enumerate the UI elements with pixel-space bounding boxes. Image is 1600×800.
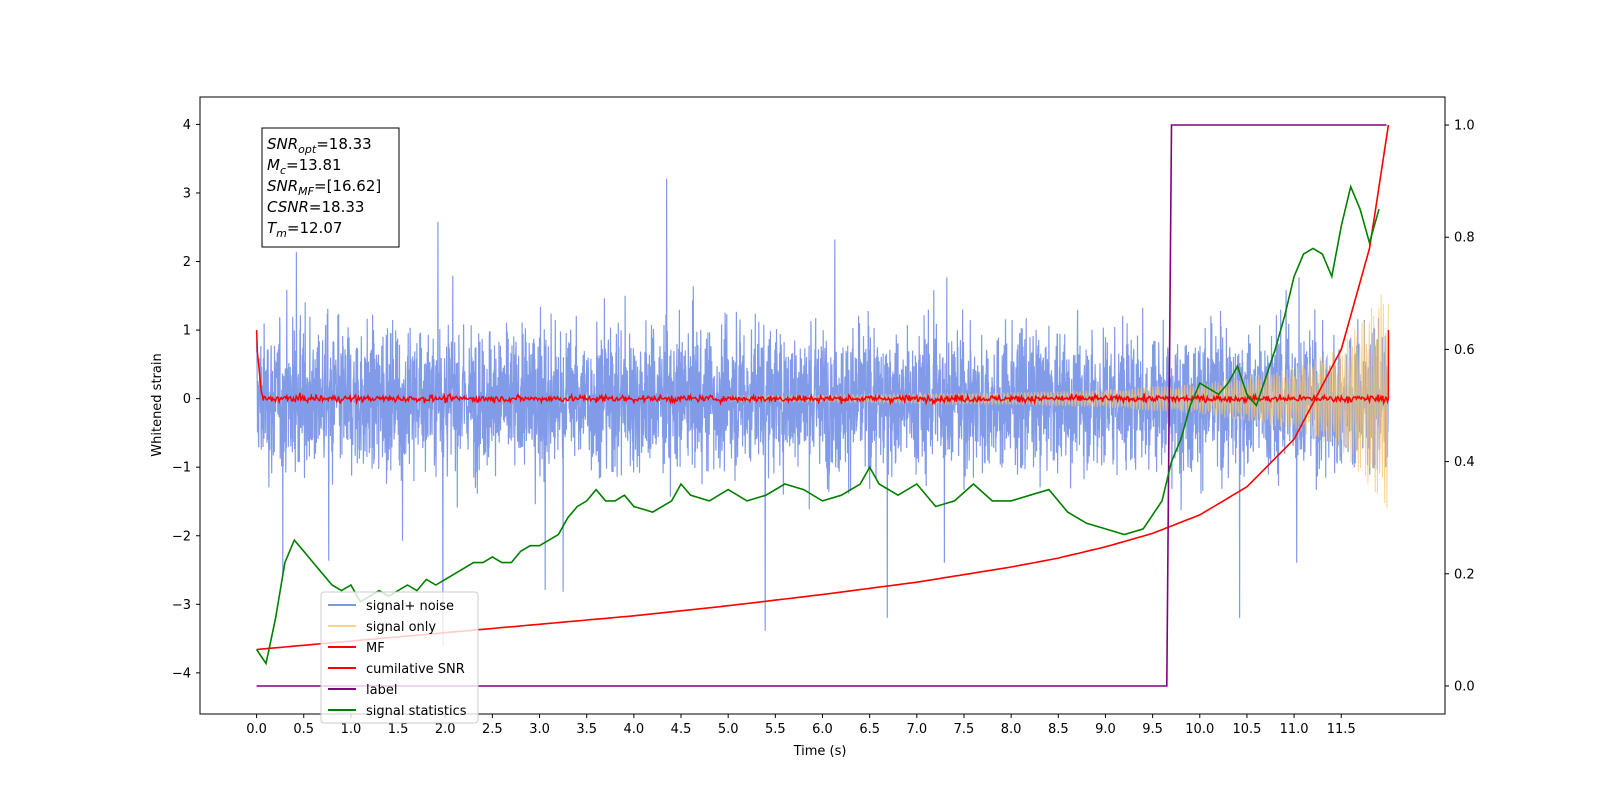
x-tick-label: 7.0 [906,722,927,737]
legend-entry: signal+ noise [366,599,454,614]
y-left-tick-label: −1 [172,461,191,476]
x-tick-label: 10.5 [1232,722,1261,737]
annotation-line: Mc=13.81 [267,156,342,177]
series-signal-plus-noise [256,178,1389,646]
legend-frame [320,591,479,724]
annotation-line: Tm=12.07 [267,219,342,240]
x-tick-label: 0.0 [246,722,267,737]
x-tick-label: 6.0 [812,722,833,737]
x-tick-label: 11.5 [1327,722,1356,737]
x-tick-label: 2.5 [482,722,503,737]
series-mf [255,330,1390,406]
y-right-tick-label: 0.2 [1454,567,1475,582]
y-left-tick-label: 0 [183,392,191,407]
y-left-tick-label: 4 [183,118,191,133]
y-right-tick-label: 0.4 [1454,455,1475,470]
y-left-tick-label: 3 [183,186,191,201]
legend-entry: MF [366,641,385,656]
annotation-line: SNRopt=18.33 [267,135,372,156]
x-tick-label: 9.5 [1142,722,1163,737]
x-tick-label: 4.0 [624,722,645,737]
legend-entry: signal only [366,620,436,635]
annotation-line: CSNR=18.33 [267,198,364,216]
x-tick-label: 1.5 [388,722,409,737]
x-tick-label: 10.0 [1185,722,1214,737]
y-left-tick-label: −2 [172,529,191,544]
y-left-tick-label: −4 [172,666,191,681]
x-axis-ticks: 0.0 0.5 1.0 1.5 2.0 2.5 3.0 3.5 4.0 4.5 5.0 5.5 6.0 6… [246,714,1356,737]
x-tick-label: 1.0 [341,722,362,737]
x-tick-label: 9.0 [1095,722,1116,737]
x-tick-label: 0.5 [293,722,314,737]
legend: signal+ noise signal only MF cumilative SNR… [320,591,479,724]
y-right-tick-label: 1.0 [1454,119,1475,134]
x-tick-label: 4.5 [671,722,692,737]
series-signal-only [727,295,1389,509]
x-tick-label: 5.5 [765,722,786,737]
x-tick-label: 7.5 [954,722,975,737]
series-label [256,124,1387,687]
x-tick-label: 3.5 [576,722,597,737]
legend-entry: cumilative SNR [366,662,465,677]
series-signal-statistics [255,184,1380,666]
y-right-tick-label: 0.6 [1454,343,1475,358]
x-tick-label: 5.0 [718,722,739,737]
y-right-tick-label: 0.0 [1454,679,1475,694]
y-axis-label: Whitened strain [150,353,165,456]
x-tick-label: 11.0 [1280,722,1309,737]
x-tick-label: 8.5 [1048,722,1069,737]
legend-entry: label [366,683,397,698]
x-tick-label: 8.0 [1001,722,1022,737]
y-left-tick-label: 2 [183,255,191,270]
x-tick-label: 6.5 [859,722,880,737]
y-left-tick-label: 1 [183,324,191,339]
annotation-frame [261,127,400,248]
y-axis-right-ticks: 1.0 0.8 0.6 0.4 0.2 0.0 [1445,119,1475,694]
x-tick-label: 2.0 [435,722,456,737]
annotation-box: SNRopt=18.33Mc=13.81SNRMF=[16.62]CSNR=18… [261,127,400,248]
y-right-tick-label: 0.8 [1454,231,1475,246]
annotation-line: SNRMF=[16.62] [267,177,381,198]
y-axis-left-ticks: 4 3 2 1 0 −1 −2 −3 −4 [172,118,200,681]
x-axis-label: Time (s) [793,744,847,759]
y-left-tick-label: −3 [172,598,191,613]
x-tick-label: 3.0 [529,722,550,737]
legend-entry: signal statistics [366,704,467,719]
